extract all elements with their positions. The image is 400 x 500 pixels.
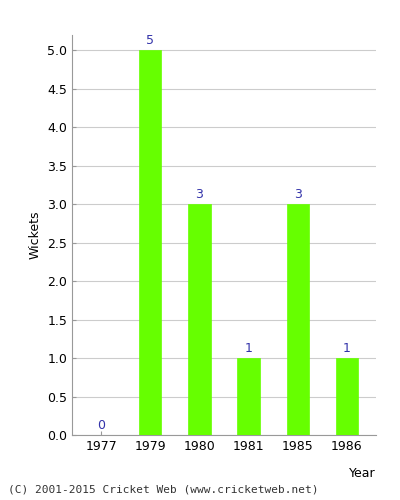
- Text: 0: 0: [98, 419, 106, 432]
- Text: 3: 3: [294, 188, 302, 201]
- Text: 3: 3: [196, 188, 204, 201]
- Bar: [286, 204, 308, 435]
- Text: 5: 5: [146, 34, 154, 48]
- Bar: [140, 50, 162, 435]
- Bar: [336, 358, 358, 435]
- Text: 1: 1: [343, 342, 350, 355]
- Text: (C) 2001-2015 Cricket Web (www.cricketweb.net): (C) 2001-2015 Cricket Web (www.cricketwe…: [8, 485, 318, 495]
- Y-axis label: Wickets: Wickets: [28, 211, 42, 259]
- Text: 1: 1: [244, 342, 252, 355]
- Text: Year: Year: [349, 467, 376, 480]
- Bar: [188, 204, 210, 435]
- Bar: [238, 358, 260, 435]
